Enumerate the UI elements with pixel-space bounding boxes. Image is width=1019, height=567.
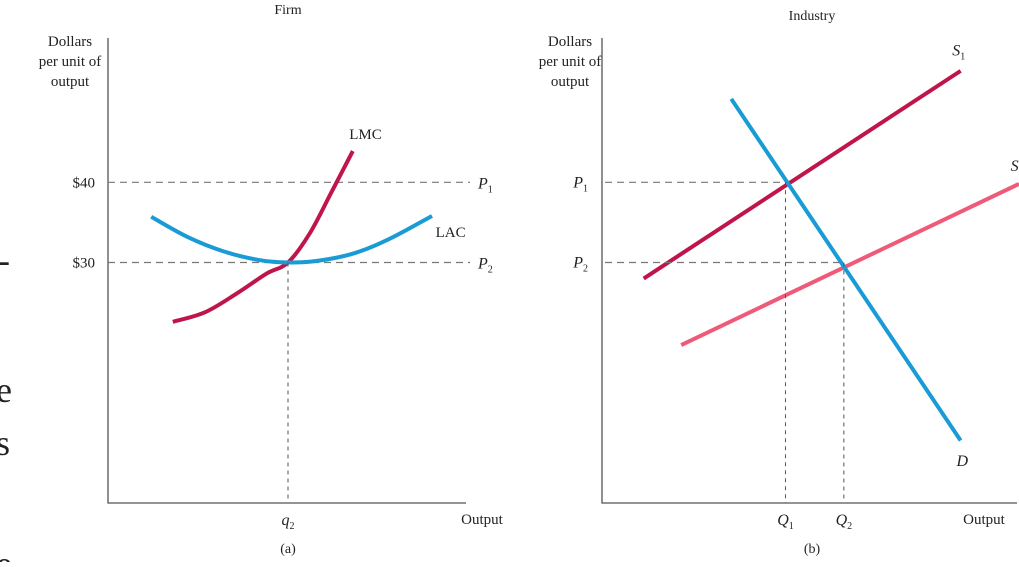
- y-tick-label: P2: [572, 254, 588, 274]
- series-s2: [680, 182, 1019, 347]
- panel-label: (b): [804, 542, 821, 557]
- left-edge-text: - e s e: [0, 240, 12, 567]
- y-axis-label: Dollars: [548, 34, 592, 50]
- edge-text-1: -: [0, 240, 10, 280]
- price-label: P1: [477, 175, 493, 195]
- panel-label: (a): [280, 542, 296, 557]
- series-lmc: [172, 150, 355, 324]
- edge-text-4: e: [0, 544, 12, 562]
- y-tick-label: P1: [572, 174, 588, 194]
- y-axis-label: output: [551, 74, 590, 90]
- series-lac: [150, 214, 433, 265]
- y-axis-label: Dollars: [48, 34, 92, 50]
- x-axis-label: Output: [461, 512, 504, 528]
- firm-panel: Firm Dollars per unit of output Output (a) P1 P…: [39, 3, 504, 557]
- curve-label: LMC: [349, 127, 382, 143]
- y-axis-label: output: [51, 74, 90, 90]
- curve-label: LAC: [436, 225, 466, 241]
- series-s1: [642, 69, 962, 281]
- curve-label: S1: [952, 43, 965, 63]
- edge-text-3: s: [0, 423, 10, 463]
- edge-text-2: e: [0, 370, 12, 410]
- axes-b: [601, 38, 1017, 504]
- x-axis-label: Output: [963, 512, 1006, 528]
- y-axis-label: per unit of: [539, 54, 601, 70]
- chart-title: Industry: [789, 9, 836, 24]
- y-tick-label: $40: [73, 175, 96, 191]
- chart-title: Firm: [274, 3, 301, 18]
- x-tick-label: q2: [282, 512, 295, 532]
- x-tick-label: Q2: [836, 512, 853, 532]
- curve-label: S2: [1011, 158, 1019, 178]
- price-label: P2: [477, 255, 493, 275]
- axes-a: [107, 38, 466, 504]
- y-axis-label: per unit of: [39, 54, 101, 70]
- y-tick-label: $30: [73, 255, 96, 271]
- series-d: [729, 97, 963, 442]
- x-tick-label: Q1: [777, 512, 794, 532]
- industry-panel: Industry Dollars per unit of output Output (b…: [539, 9, 1019, 557]
- curve-label: D: [955, 453, 968, 470]
